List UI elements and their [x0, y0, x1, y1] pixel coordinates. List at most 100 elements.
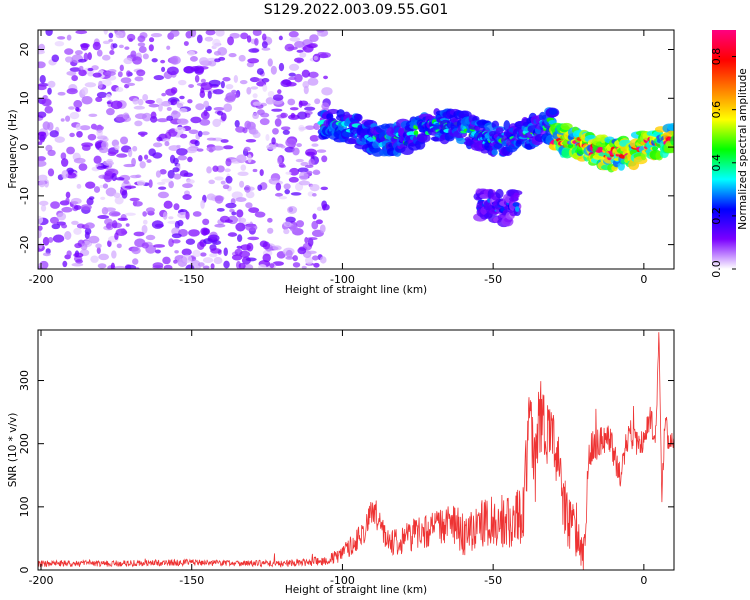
spectrogram-x-tick-label: 0 [640, 273, 647, 286]
spectrogram-cell [222, 77, 231, 82]
spectrogram-cell [84, 231, 90, 240]
spectrogram-cell [44, 105, 54, 114]
spectrogram-cell [214, 223, 226, 228]
spectrogram-cell [148, 44, 154, 52]
spectrogram-cell [515, 206, 520, 212]
spectrogram-cell [65, 115, 71, 122]
spectrogram-cell [112, 220, 118, 229]
spectrogram-cell [238, 262, 246, 269]
spectrogram-cell [265, 133, 270, 142]
spectrogram-cell [87, 67, 94, 72]
spectrogram-cell [51, 54, 60, 63]
spectrogram-cell [182, 183, 193, 189]
spectrogram-cell [121, 190, 128, 199]
snr-x-tick-label: -150 [179, 574, 204, 587]
spectrogram-cell [297, 247, 307, 255]
spectrogram-cell [131, 246, 141, 255]
spectrogram-cell [71, 220, 79, 225]
spectrogram-cell [185, 238, 196, 245]
spectrogram-cell [38, 242, 43, 249]
spectrogram-cell [297, 111, 308, 120]
spectrogram-cell [213, 50, 222, 56]
spectrogram-cell [158, 103, 163, 112]
spectrogram-cell [261, 47, 271, 51]
spectrogram-cell [153, 75, 165, 81]
spectrogram-cell [208, 79, 221, 87]
spectrogram-cell [78, 58, 87, 63]
spectrogram-cell [139, 161, 146, 169]
spectrogram-cell [131, 157, 136, 167]
spectrogram-cell [211, 145, 224, 151]
spectrogram-cell [198, 57, 209, 66]
colorbar-tick-label: 0.2 [710, 207, 723, 225]
colorbar-gradient [712, 30, 736, 269]
spectrogram-cell [247, 236, 260, 241]
spectrogram-cell [76, 130, 83, 138]
snr-y-tick-label: 0 [18, 567, 31, 574]
spectrogram-cell [162, 256, 171, 265]
spectrogram-cell [70, 201, 79, 205]
spectrogram-cell [145, 234, 156, 241]
spectrogram-cell [47, 149, 56, 156]
spectrogram-cell [275, 182, 282, 191]
spectrogram-cell [245, 202, 253, 209]
spectrogram-cell [265, 97, 275, 105]
spectrogram-cell [301, 69, 311, 78]
spectrogram-cell [245, 138, 257, 143]
spectrogram-cell [290, 192, 302, 196]
colorbar-tick-label: 0.0 [710, 260, 723, 278]
spectrogram-cell [312, 193, 317, 197]
spectrogram-cell [75, 259, 84, 264]
spectrogram-cell [223, 103, 233, 113]
spectrogram-cell [299, 126, 307, 131]
spectrogram-cell [105, 223, 112, 229]
spectrogram-cell [192, 211, 202, 217]
spectrogram-cell [84, 222, 95, 229]
spectrogram-cell [288, 63, 300, 71]
spectrogram-cell [289, 107, 299, 111]
spectrogram-cell [212, 165, 219, 172]
spectrogram-cell [297, 167, 309, 173]
spectrogram-cell [103, 173, 113, 183]
spectrogram-cell [285, 138, 297, 148]
spectrogram-cell [259, 169, 264, 177]
spectrogram-cell [314, 98, 321, 105]
spectrogram-y-tick-label: -10 [18, 187, 31, 205]
snr-panel: -200 -150 -100 -50 0 0 100 200 300 Height of st… [7, 329, 675, 596]
spectrogram-cell [96, 165, 106, 170]
spectrogram-cell [300, 161, 309, 167]
spectrogram-cell [202, 218, 210, 226]
spectrogram-cell [173, 259, 178, 264]
spectrogram-cell [307, 77, 319, 86]
spectrogram-cell [205, 30, 216, 36]
spectrogram-cell [69, 111, 80, 120]
spectrogram-cell [235, 197, 247, 202]
spectrogram-cell [120, 136, 129, 145]
spectrogram-cell [214, 176, 224, 181]
spectrogram-cell [289, 167, 300, 176]
spectrogram-cell [238, 217, 247, 224]
spectrogram-cell [270, 65, 277, 75]
spectrogram-cell [188, 84, 194, 89]
spectrogram-cell [135, 174, 142, 179]
spectrogram-cell [163, 200, 173, 209]
spectrogram-cell [156, 136, 163, 142]
spectrogram-cell [152, 262, 164, 269]
spectrogram-cell [262, 84, 268, 92]
spectrogram-cell [168, 216, 174, 220]
spectrogram-cell [292, 262, 301, 268]
spectrogram-cell [247, 58, 260, 64]
spectrogram-cell [282, 129, 290, 135]
spectrogram-cell [102, 40, 111, 45]
spectrogram-cell [185, 147, 198, 154]
spectrogram-cell [269, 263, 275, 269]
spectrogram-cell [61, 223, 68, 229]
spectrogram-cell [285, 171, 292, 175]
spectrogram-cell [179, 95, 185, 100]
spectrogram-cell [294, 73, 303, 83]
spectrogram-cell [132, 98, 139, 105]
spectrogram-cell [248, 207, 260, 213]
spectrogram-cell [106, 101, 112, 105]
spectrogram-cell [512, 202, 520, 207]
spectrogram-cell [295, 220, 305, 228]
